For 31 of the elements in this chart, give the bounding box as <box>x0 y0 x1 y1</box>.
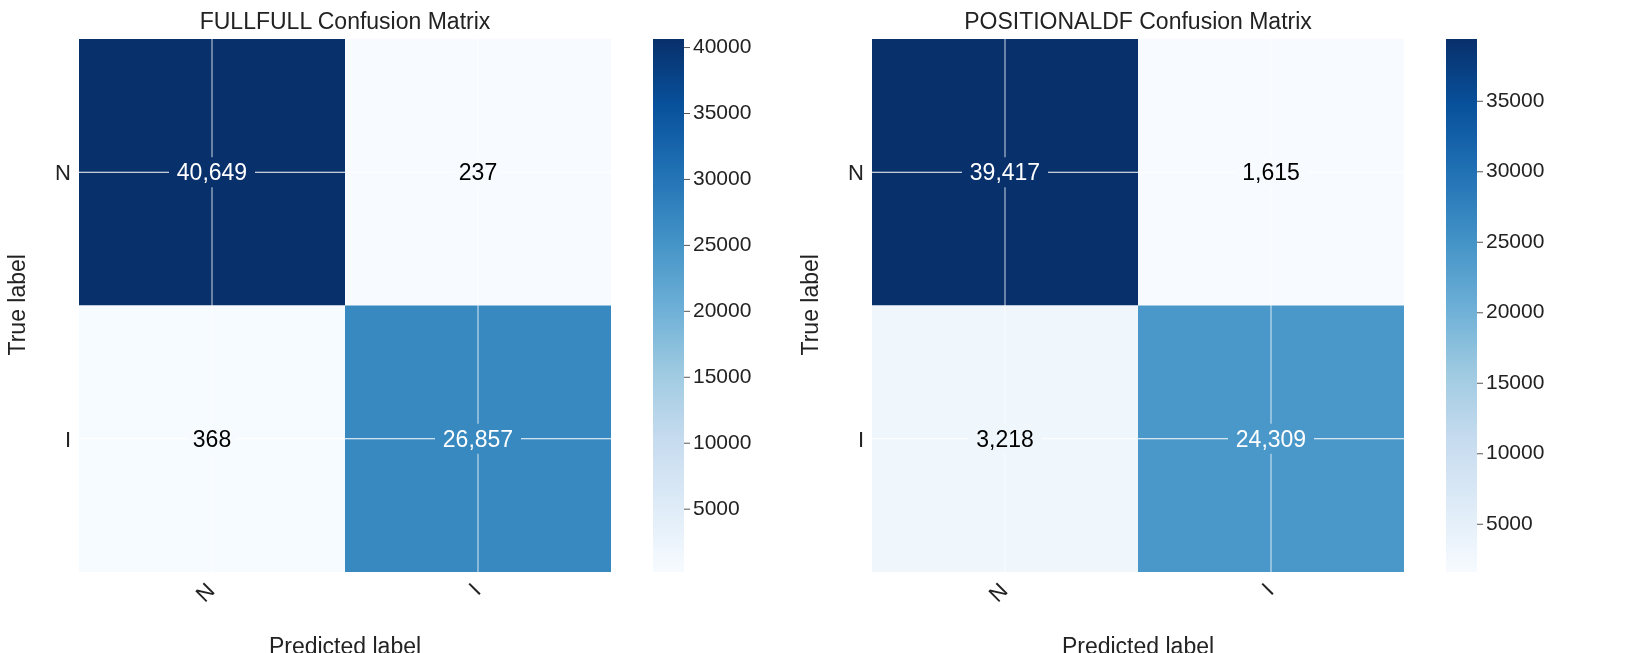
data-label: 39,417 <box>969 159 1041 186</box>
color-bar-label: 15000 <box>693 363 752 387</box>
color-bar-label: 5000 <box>1486 510 1533 534</box>
data-label: 368 <box>192 425 232 452</box>
color-bar-label: 20000 <box>1486 299 1545 323</box>
chart-title: FULLFULL Confusion Matrix <box>198 8 492 35</box>
color-bar-label: 10000 <box>693 429 752 453</box>
y-axis-title: True label <box>797 254 824 356</box>
color-bar-label: 10000 <box>1486 440 1545 464</box>
x-tick-label: N <box>983 577 1013 607</box>
x-tick-label: I <box>463 577 486 600</box>
color-bar-label: 5000 <box>693 495 740 519</box>
color-bar-label: 30000 <box>693 166 752 189</box>
data-label: 1,615 <box>1242 159 1300 186</box>
data-label: 40,649 <box>176 159 248 186</box>
x-tick-label: I <box>1256 577 1279 600</box>
data-label: 3,218 <box>976 425 1034 452</box>
color-bar-label: 35000 <box>693 100 752 124</box>
color-bar-label: 25000 <box>693 231 752 255</box>
y-axis-title: True label <box>4 254 31 356</box>
data-label: 26,857 <box>442 425 514 452</box>
x-tick-label: N <box>190 577 220 607</box>
color-bar-label: 40000 <box>693 34 752 58</box>
color-bar-label: 15000 <box>1486 369 1545 393</box>
chart-title: POSITIONALDF Confusion Matrix <box>963 8 1313 35</box>
color-bar-label: 25000 <box>1486 228 1545 252</box>
color-bar-label: 35000 <box>1486 87 1545 111</box>
data-label: 24,309 <box>1235 425 1307 452</box>
data-label: 237 <box>458 159 498 186</box>
color-bar-label: 20000 <box>693 297 752 321</box>
color-bar-label: 30000 <box>1486 158 1545 182</box>
